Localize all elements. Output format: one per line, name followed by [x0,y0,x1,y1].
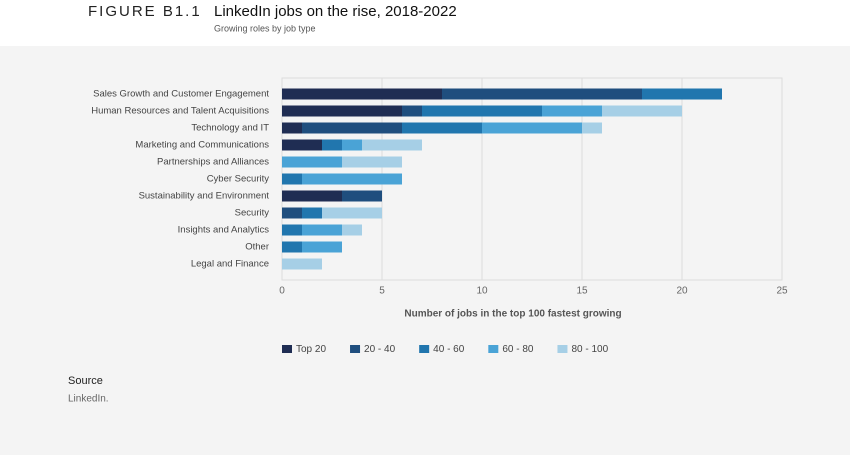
chart-title: LinkedIn jobs on the rise, 2018-2022 [214,3,457,20]
legend-swatch [557,345,568,353]
y-tick-label: Technology and IT [191,123,269,134]
bar-segment [542,105,602,117]
bar-segment [342,224,362,236]
source-heading: Source [68,375,103,387]
bar-segment [362,139,422,151]
legend-swatch [419,345,430,353]
bar-segment [442,88,642,100]
bar-segment [282,88,442,100]
legend-label: 60 - 80 [502,344,534,355]
x-tick-label: 5 [379,286,385,297]
bar-segment [282,224,302,236]
y-tick-label: Insights and Analytics [178,225,270,236]
x-axis-label: Number of jobs in the top 100 fastest gr… [404,309,621,320]
bar-segment [282,190,342,202]
bar-segment [282,258,322,270]
x-tick-label: 0 [279,286,285,297]
legend-swatch [282,345,292,353]
bar-segment [322,207,382,219]
y-tick-label: Human Resources and Talent Acquisitions [91,106,269,117]
bar-segment [282,173,302,185]
bar-segment [582,122,602,134]
bar-segment [482,122,582,134]
y-tick-label: Other [245,242,269,253]
source-text: LinkedIn. [68,394,109,405]
bar-segment [302,207,322,219]
bar-segment [602,105,682,117]
bar-segment [282,139,322,151]
bar-segment [282,241,302,253]
bar-segment [422,105,542,117]
bar-segment [282,122,302,134]
x-tick-label: 15 [576,286,588,297]
y-tick-label: Legal and Finance [191,259,269,270]
legend-label: 80 - 100 [571,344,608,355]
y-tick-label: Cyber Security [207,174,270,185]
chart-subtitle: Growing roles by job type [214,23,316,33]
bar-segment [342,190,382,202]
y-tick-label: Security [235,208,270,219]
y-tick-label: Partnerships and Alliances [157,157,269,168]
legend-label: 40 - 60 [433,344,465,355]
legend-label: Top 20 [296,344,326,355]
bar-segment [342,139,362,151]
bar-segment [302,224,342,236]
y-tick-label: Sustainability and Environment [139,191,270,202]
figure-label: FIGURE B1.1 [88,3,202,20]
bar-segment [402,105,422,117]
x-tick-label: 25 [776,286,788,297]
x-tick-label: 20 [676,286,688,297]
legend-swatch [488,345,499,353]
bar-segment [302,122,402,134]
bar-segment [402,122,482,134]
y-tick-label: Marketing and Communications [135,140,269,151]
x-tick-label: 10 [476,286,488,297]
bar-segment [302,173,402,185]
bar-segment [282,105,402,117]
bar-segment [322,139,342,151]
bar-segment [642,88,722,100]
y-tick-label: Sales Growth and Customer Engagement [93,89,269,100]
bar-segment [342,156,402,168]
legend-swatch [350,345,361,353]
legend-label: 20 - 40 [364,344,396,355]
bar-segment [282,156,342,168]
bar-segment [282,207,302,219]
header-bg [0,0,850,46]
bar-segment [302,241,342,253]
